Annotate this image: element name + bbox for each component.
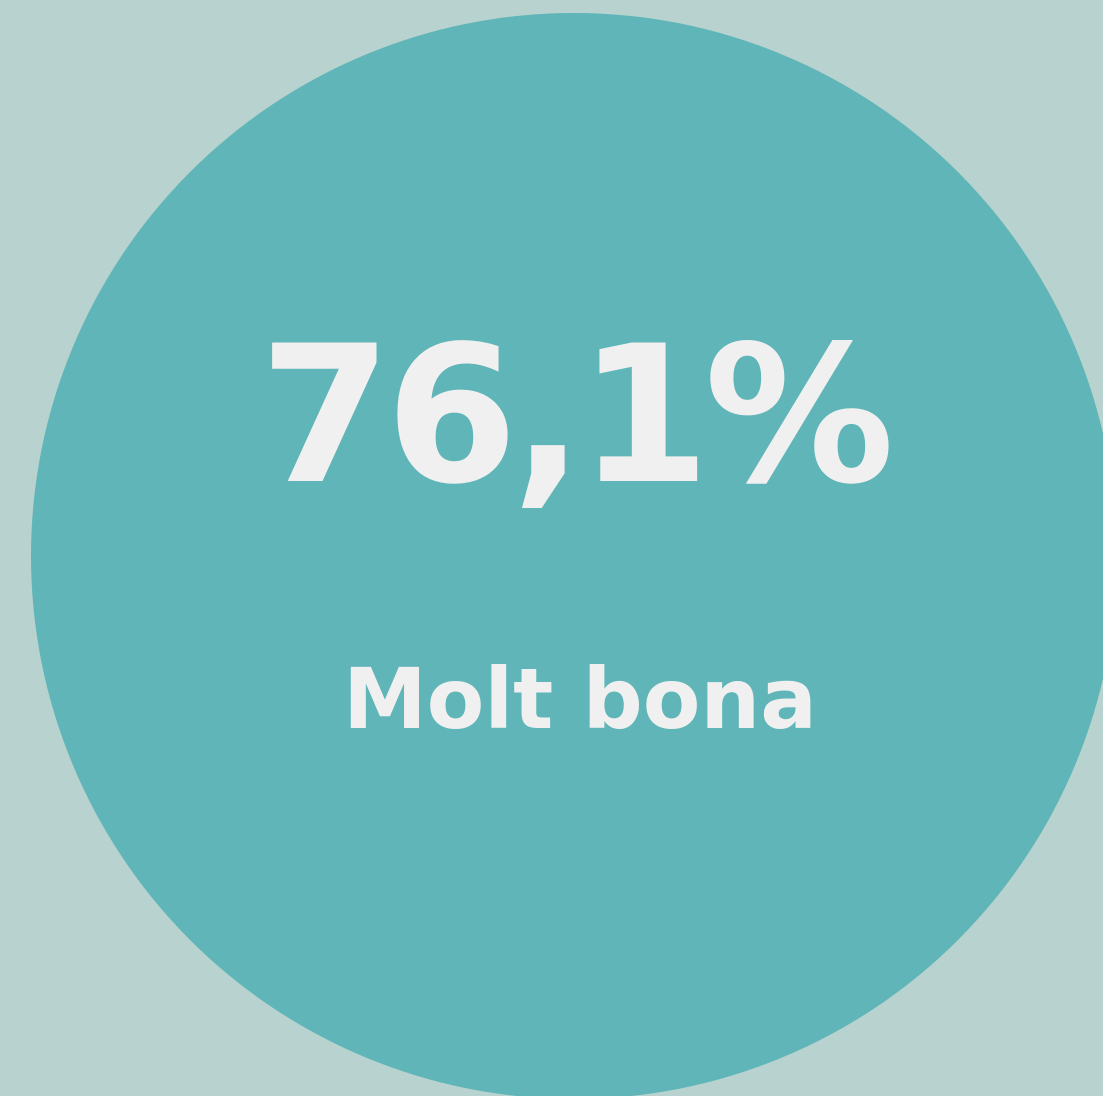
score-value: 76,1% — [259, 305, 894, 526]
score-circle — [31, 13, 1103, 1096]
score-label: Molt bona — [343, 650, 817, 748]
